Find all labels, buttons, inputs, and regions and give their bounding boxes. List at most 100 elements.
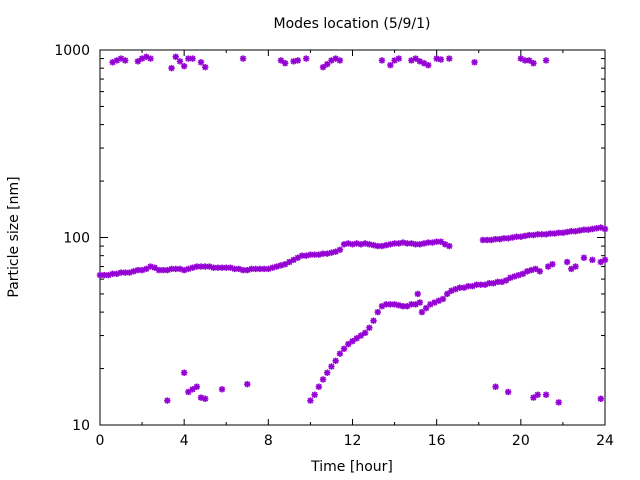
x-axis-ticks: 0 4 8 12 16 20 24 [96,50,614,449]
data-point [446,55,453,62]
data-point [378,57,386,64]
data-point [353,335,360,342]
x-axis-label: Time [hour] [310,459,393,475]
data-point [244,381,251,388]
data-point [530,231,537,239]
y-tick-label: 1000 [54,43,90,59]
data-point [505,388,512,396]
data-point [172,53,179,60]
data-point [340,345,348,352]
data-point [425,61,432,69]
data-point [387,241,394,248]
data-point [572,263,579,270]
data-point [202,395,209,402]
data-point [332,357,339,364]
data-point [176,58,184,65]
data-point [526,57,533,64]
data-point [336,57,344,64]
data-point [370,317,377,324]
data-point [542,57,550,64]
data-point [281,60,289,67]
data-point [361,329,369,337]
chart-title: Modes location (5/9/1) [274,16,431,32]
data-point [530,394,537,401]
x-tick-label: 24 [596,433,614,449]
data-point [319,376,327,383]
data-point [294,57,301,64]
data-point [414,290,421,298]
data-point [239,55,247,62]
data-point [168,64,175,72]
y-tick-label: 10 [72,418,90,434]
data-point [180,369,188,376]
data-point [412,55,419,62]
data-point [303,55,310,62]
data-point [324,369,331,376]
data-point [418,308,426,316]
y-axis-label: Particle size [nm] [6,176,22,297]
data-point [437,56,445,63]
data-point [349,241,356,248]
data-point [471,59,478,66]
data-point [311,391,318,398]
x-tick-label: 8 [264,433,273,449]
data-point [584,226,592,233]
data-point [517,233,525,240]
y-tick-label: 100 [63,231,90,247]
data-point [542,391,550,398]
data-point [277,57,285,64]
x-tick-label: 0 [96,433,105,449]
data-point [549,261,556,268]
data-point [439,295,447,303]
data-point [431,299,438,306]
data-point [580,254,588,261]
data-point [589,256,596,264]
data-point [563,258,571,266]
data-point [597,395,604,402]
data-point [197,59,205,66]
data-point [134,58,142,65]
data-point [446,242,453,250]
data-point [193,383,200,390]
data-point [122,57,129,64]
data-point [601,225,609,233]
data-point [374,308,381,316]
data-point [164,397,171,404]
data-point [530,60,537,67]
data-point [336,246,344,253]
data-point [555,399,562,406]
x-tick-label: 20 [512,433,530,449]
x-tick-label: 16 [428,433,446,449]
data-point [319,63,327,71]
data-point [601,256,609,264]
data-point [218,386,226,393]
data-point [307,397,314,404]
data-point [345,340,352,348]
data-point [534,391,541,398]
data-point [391,301,398,308]
data-point [336,350,344,357]
data-point [138,55,146,62]
x-tick-label: 12 [344,433,362,449]
data-point [536,268,543,275]
data-point [117,55,125,62]
data-point [180,62,188,70]
data-point [387,61,394,69]
data-point [416,299,424,306]
data-point [395,55,402,62]
y-axis-ticks: 10 100 1000 [54,43,605,434]
data-point [315,383,323,390]
data-point [492,383,499,390]
data-point [202,63,209,71]
data-point [349,337,356,345]
data-point [488,236,495,244]
data-point [189,55,196,62]
data-point [328,363,335,370]
data-points [96,53,609,406]
data-point [370,241,377,249]
x-tick-label: 4 [180,433,189,449]
data-point [366,324,373,331]
data-point [519,270,527,278]
data-point [147,55,154,62]
